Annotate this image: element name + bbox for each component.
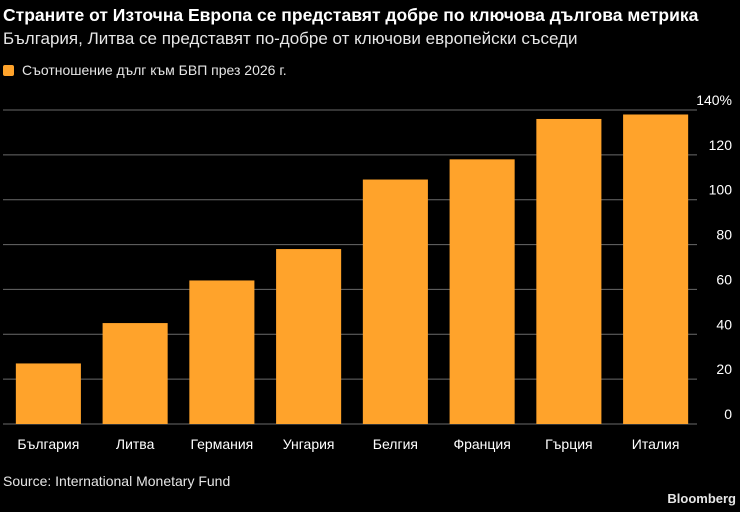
chart-title: Страните от Източна Европа се представят… (3, 5, 699, 25)
x-tick-label: България (17, 436, 79, 452)
x-tick-label: Италия (632, 436, 680, 452)
legend-label: Съотношение дълг към БВП през 2026 г. (22, 62, 287, 78)
y-tick-label: 120 (709, 137, 733, 153)
x-tick-label: Франция (453, 436, 510, 452)
bar-2 (102, 323, 168, 424)
bar-1 (15, 363, 81, 424)
chart-subtitle: България, Литва се представят по-добре о… (3, 29, 578, 48)
x-tick-label: Белгия (373, 436, 418, 452)
y-tick-label: 0 (724, 406, 732, 422)
x-tick-label: Унгария (283, 436, 335, 452)
y-tick-label: 140% (696, 92, 732, 108)
bar-5 (362, 179, 428, 424)
y-tick-label: 40 (716, 316, 732, 332)
bar-7 (536, 118, 602, 424)
bar-3 (189, 280, 255, 424)
y-tick-label: 80 (716, 227, 732, 243)
bar-6 (449, 159, 515, 425)
bloomberg-logo: Bloomberg (667, 491, 736, 506)
x-tick-label: Литва (116, 436, 155, 452)
legend-swatch (3, 64, 14, 76)
y-tick-label: 100 (709, 182, 733, 198)
bar-4 (276, 249, 342, 424)
legend: Съотношение дълг към БВП през 2026 г. (3, 62, 287, 78)
bar-8 (623, 114, 689, 424)
x-tick-label: Гърция (545, 436, 593, 452)
y-tick-label: 60 (716, 271, 732, 287)
x-tick-label: Германия (190, 436, 253, 452)
bar-chart: 0 20 40 60 80 100 120 140% България Литва Германия… (3, 92, 733, 452)
y-tick-label: 20 (716, 361, 732, 377)
source-note: Source: International Monetary Fund (3, 473, 231, 489)
